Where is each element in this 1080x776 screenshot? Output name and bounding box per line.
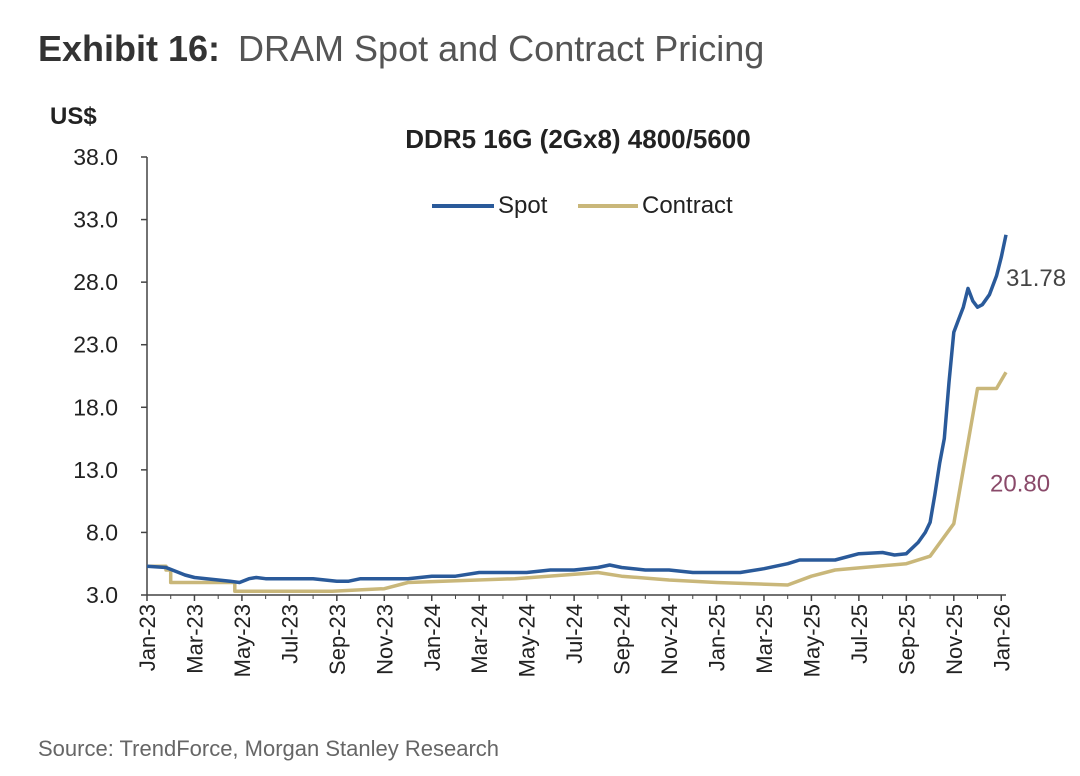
x-tick-label: Jan-25 — [705, 604, 730, 671]
y-axis-label: US$ — [50, 103, 97, 130]
exhibit-title: Exhibit 16: DRAM Spot and Contract Pricin… — [38, 28, 764, 70]
y-tick-label: 38.0 — [73, 144, 118, 170]
chart-legend: Spot Contract — [432, 192, 733, 219]
chart-title: DDR5 16G (2Gx8) 4800/5600 — [405, 124, 750, 154]
x-tick-label: Jan-23 — [135, 604, 160, 671]
x-tick-label: Mar-23 — [182, 604, 207, 674]
x-tick-label: May-23 — [230, 604, 255, 677]
x-tick-label: Sep-24 — [610, 604, 635, 675]
annotation-spot-last: 31.78 — [1006, 265, 1066, 292]
x-tick-label: Jan-26 — [989, 604, 1014, 671]
x-tick-label: Mar-24 — [467, 604, 492, 674]
series-line-contract — [147, 371, 1008, 593]
x-tick-label: Nov-23 — [372, 604, 397, 675]
y-tick-label: 13.0 — [73, 457, 118, 483]
x-tick-label: Jan-24 — [420, 604, 445, 671]
x-tick-label: Sep-25 — [894, 604, 919, 675]
series-line-spot — [146, 234, 1008, 585]
x-tick-label: Jul-25 — [847, 604, 872, 664]
exhibit-title-text: DRAM Spot and Contract Pricing — [238, 28, 765, 69]
x-tick-label: Mar-25 — [752, 604, 777, 674]
x-tick-label: May-24 — [515, 604, 540, 677]
x-tick-label: Sep-23 — [325, 604, 350, 675]
y-tick-label: 18.0 — [73, 394, 118, 420]
source-note: Source: TrendForce, Morgan Stanley Resea… — [38, 736, 500, 761]
legend-label-spot: Spot — [498, 192, 548, 219]
x-tick-label: Jul-23 — [277, 604, 302, 664]
x-tick-label: Nov-25 — [942, 604, 967, 675]
y-tick-label: 33.0 — [73, 207, 118, 233]
y-tick-label: 3.0 — [86, 582, 118, 608]
legend-label-contract: Contract — [642, 192, 733, 219]
annotation-contract-last: 20.80 — [990, 470, 1050, 497]
chart-axes: 38.0 33.0 28.0 23.0 18.0 13.0 8.0 3.0 Jan-23 Mar-… — [73, 144, 1014, 677]
y-tick-label: 8.0 — [86, 519, 118, 545]
chart-annotations: 31.78 20.80 — [990, 265, 1066, 497]
exhibit-number: Exhibit 16: — [38, 28, 221, 69]
x-tick-label: Jul-24 — [562, 604, 587, 664]
chart-series-layer — [146, 234, 1008, 593]
x-tick-label: May-25 — [799, 604, 824, 677]
y-tick-label: 28.0 — [73, 269, 118, 295]
x-tick-label: Nov-24 — [657, 604, 682, 675]
y-tick-label: 23.0 — [73, 332, 118, 358]
